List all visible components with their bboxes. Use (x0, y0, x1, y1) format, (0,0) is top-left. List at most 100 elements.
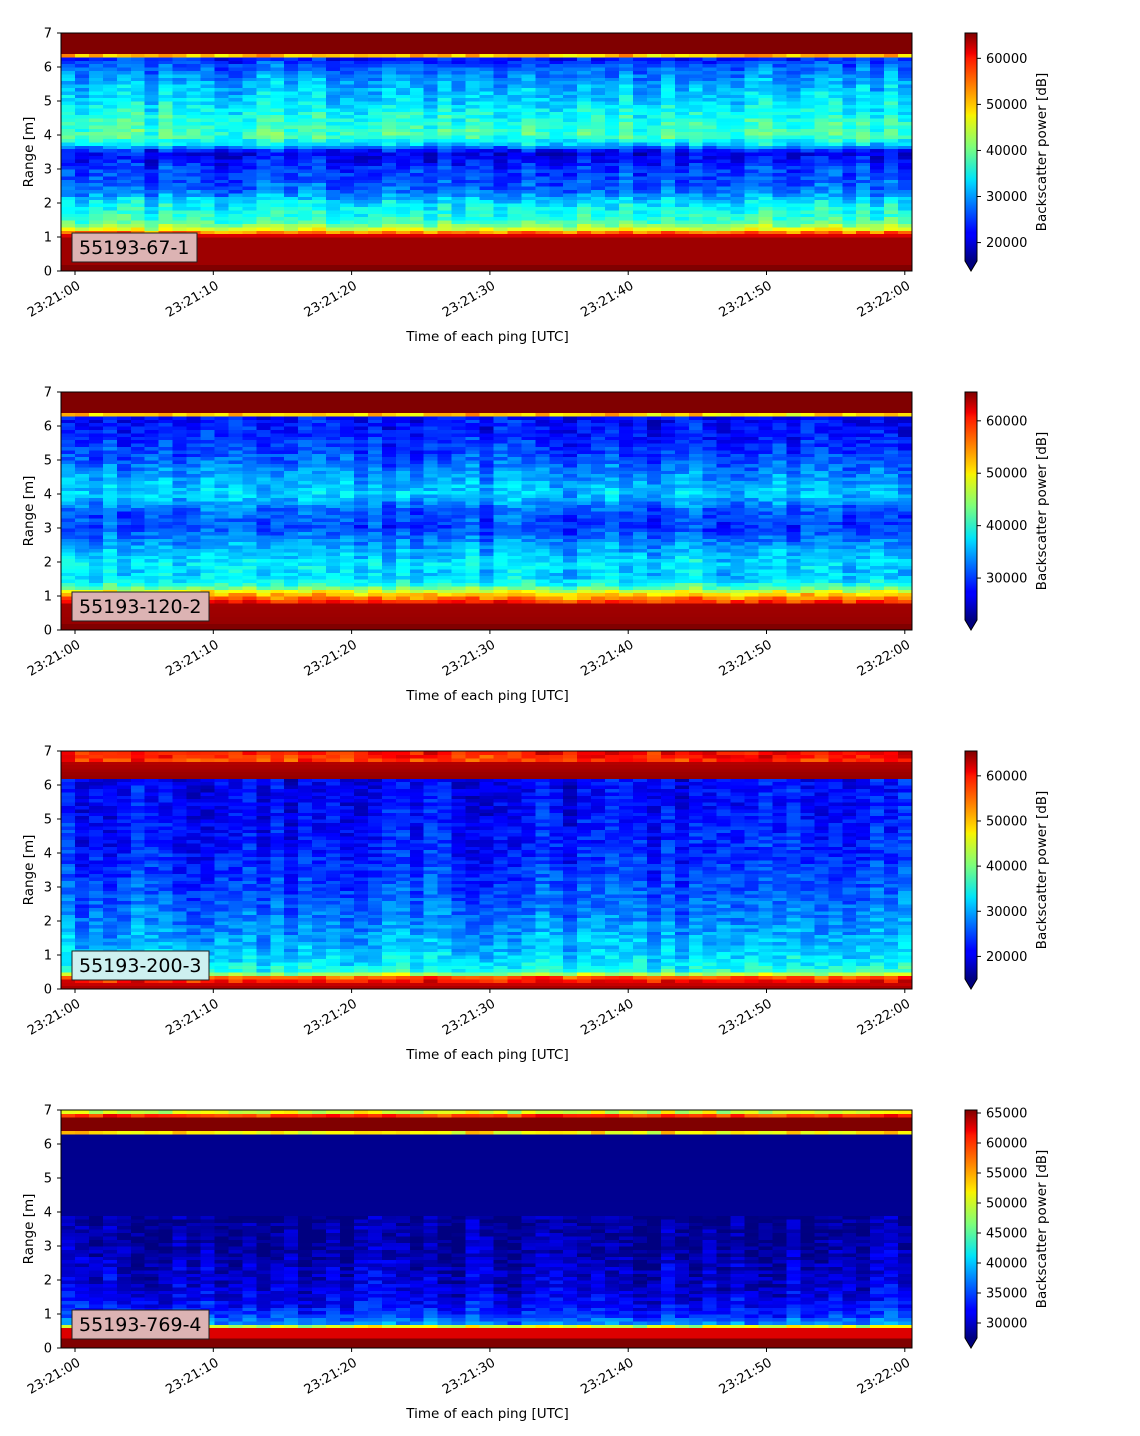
heatmap-cell (116, 548, 132, 553)
heatmap-cell (451, 179, 467, 184)
heatmap-cell (507, 223, 522, 228)
heatmap-cell (493, 240, 509, 245)
heatmap-cell (451, 67, 467, 71)
heatmap-cell (158, 192, 174, 197)
heatmap-cell (772, 267, 788, 272)
heatmap-cell (423, 50, 439, 54)
heatmap-cell (800, 175, 815, 180)
heatmap-cell (284, 141, 299, 146)
heatmap-cell (535, 267, 550, 272)
heatmap-cell (186, 128, 202, 133)
heatmap-cell (88, 568, 104, 573)
heatmap-cell (674, 230, 690, 235)
heatmap-cell (758, 36, 774, 41)
heatmap-cell (395, 148, 411, 153)
heatmap-cell (144, 487, 160, 492)
heatmap-cell (256, 267, 271, 272)
heatmap-cell (61, 254, 76, 258)
heatmap-cell (102, 206, 118, 211)
heatmap-cell (102, 568, 118, 573)
heatmap-cell (409, 155, 425, 160)
heatmap-cell (814, 254, 829, 258)
heatmap-cell (702, 67, 718, 71)
heatmap-cell (730, 247, 746, 252)
heatmap-cell (367, 182, 383, 187)
heatmap-cell (270, 189, 285, 194)
heatmap-cell (800, 172, 815, 177)
heatmap-cell (228, 230, 243, 235)
heatmap-cell (242, 223, 257, 228)
heatmap-cell (842, 267, 857, 272)
heatmap-cell (256, 175, 271, 180)
heatmap-cell (284, 90, 299, 95)
heatmap-cell (214, 114, 230, 119)
heatmap-cell (577, 213, 592, 218)
heatmap-cell (437, 203, 453, 207)
heatmap-cell (619, 118, 634, 122)
heatmap-cell (102, 415, 118, 420)
heatmap-cell (437, 192, 453, 197)
heatmap-cell (898, 186, 913, 190)
heatmap-cell (465, 80, 481, 85)
heatmap-cell (535, 80, 550, 85)
heatmap-cell (688, 179, 704, 184)
heatmap-cell (716, 90, 732, 95)
heatmap-cell (870, 63, 885, 68)
heatmap-cell (158, 500, 174, 505)
heatmap-cell (870, 70, 885, 75)
heatmap-cell (870, 36, 885, 41)
heatmap-cell (605, 90, 620, 95)
heatmap-cell (619, 111, 634, 116)
heatmap-cell (730, 63, 746, 68)
heatmap-cell (200, 250, 216, 255)
heatmap-cell (619, 172, 634, 177)
heatmap-cell (144, 90, 160, 95)
heatmap-cell (730, 141, 746, 146)
heatmap-cell (856, 165, 871, 170)
heatmap-cell (842, 87, 857, 92)
heatmap-cell (423, 209, 439, 214)
heatmap-cell (423, 169, 439, 173)
heatmap-cell (814, 118, 829, 122)
heatmap-cell (172, 169, 188, 173)
heatmap-cell (214, 121, 230, 126)
heatmap-cell (158, 497, 174, 502)
heatmap-cell (158, 517, 174, 522)
heatmap-cell (172, 114, 188, 119)
heatmap-cell (563, 63, 578, 68)
heatmap-cell (242, 70, 257, 75)
heatmap-cell (61, 175, 76, 180)
heatmap-cell (591, 114, 606, 119)
heatmap-cell (563, 182, 578, 187)
heatmap-cell (116, 507, 132, 512)
heatmap-cell (549, 155, 564, 160)
heatmap-cell (395, 203, 411, 207)
heatmap-cell (298, 243, 313, 248)
heatmap-cell (814, 67, 829, 71)
heatmap-cell (88, 121, 104, 126)
heatmap-cell (437, 152, 453, 156)
heatmap-cell (730, 213, 746, 218)
heatmap-cell (172, 538, 188, 543)
heatmap-cell (772, 43, 788, 48)
heatmap-cell (786, 67, 801, 71)
heatmap-cell (200, 53, 216, 58)
heatmap-cell (660, 192, 676, 197)
heatmap-cell (298, 60, 313, 65)
heatmap-cell (716, 135, 732, 139)
heatmap-cell (479, 206, 495, 211)
heatmap-cell (102, 507, 118, 512)
heatmap-cell (646, 101, 662, 105)
heatmap-cell (367, 189, 383, 194)
heatmap-cell (144, 135, 160, 139)
heatmap-cell (563, 240, 578, 245)
heatmap-cell (856, 138, 871, 143)
heatmap-cell (856, 121, 871, 126)
heatmap-cell (74, 558, 90, 563)
heatmap-cell (828, 206, 843, 211)
heatmap-cell (898, 182, 913, 187)
heatmap-cell (144, 60, 160, 65)
heatmap-cell (186, 487, 202, 492)
heatmap-cell (674, 250, 690, 255)
heatmap-cell (284, 172, 299, 177)
